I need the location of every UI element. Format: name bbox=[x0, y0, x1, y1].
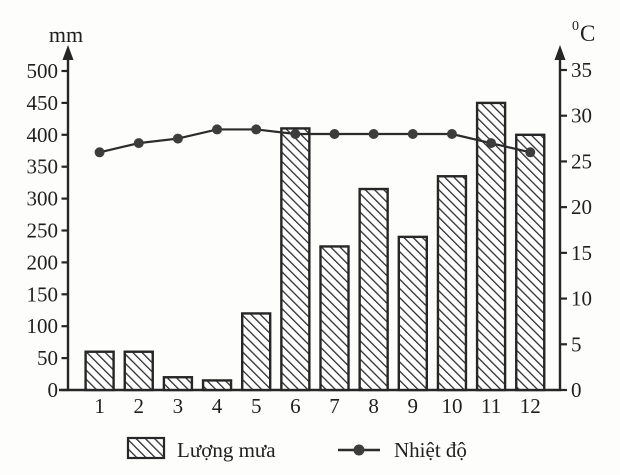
left-tick-label-50: 50 bbox=[37, 346, 58, 370]
temperature-line bbox=[94, 124, 536, 158]
right-tick-label-0: 0 bbox=[571, 378, 582, 402]
left-axis-unit-label: mm bbox=[49, 22, 83, 47]
left-tick-label-0: 0 bbox=[48, 378, 59, 402]
right-axis-unit-label: C bbox=[580, 21, 595, 46]
x-label-month-6: 6 bbox=[290, 394, 301, 418]
right-axis-ticks: 0 5 10 15 20 25 30 35 bbox=[559, 58, 592, 402]
left-tick-label-200: 200 bbox=[27, 250, 59, 274]
month-labels: 1 2 3 4 5 6 7 8 9 10 11 12 bbox=[94, 394, 540, 418]
left-axis-ticks: 0 50 100 150 200 250 300 350 400 450 500 bbox=[27, 59, 69, 402]
temp-point-month-9 bbox=[407, 129, 418, 139]
bar-month-4 bbox=[201, 379, 233, 392]
left-tick-label-500: 500 bbox=[27, 59, 59, 83]
bar-month-7 bbox=[319, 245, 350, 392]
temp-point-month-8 bbox=[368, 129, 379, 139]
x-label-month-8: 8 bbox=[368, 394, 379, 418]
bar-month-2 bbox=[123, 350, 154, 392]
x-label-month-3: 3 bbox=[173, 394, 184, 418]
x-label-month-5: 5 bbox=[251, 394, 262, 418]
left-tick-label-250: 250 bbox=[27, 219, 59, 243]
bar-month-9 bbox=[397, 235, 428, 392]
left-tick-label-100: 100 bbox=[27, 314, 59, 338]
x-label-month-9: 9 bbox=[408, 394, 419, 418]
right-axis-unit-superscript: 0 bbox=[572, 19, 579, 34]
right-tick-label-25: 25 bbox=[571, 149, 592, 173]
x-label-month-2: 2 bbox=[134, 394, 145, 418]
rainfall-bars bbox=[84, 101, 546, 392]
right-tick-label-15: 15 bbox=[571, 241, 592, 265]
temp-point-month-7 bbox=[329, 129, 340, 139]
right-tick-label-35: 35 bbox=[571, 58, 592, 82]
temp-point-month-10 bbox=[446, 129, 457, 139]
bar-month-10 bbox=[436, 175, 468, 392]
right-tick-label-30: 30 bbox=[571, 104, 592, 128]
right-axis-arrow-icon bbox=[554, 45, 566, 60]
right-tick-label-10: 10 bbox=[571, 287, 592, 311]
right-axis bbox=[554, 45, 566, 390]
right-tick-label-20: 20 bbox=[571, 195, 592, 219]
bar-month-6 bbox=[280, 127, 311, 392]
legend-rainfall-swatch-icon bbox=[126, 436, 166, 460]
temp-point-month-3 bbox=[172, 133, 183, 144]
temp-point-month-12 bbox=[525, 147, 536, 158]
left-tick-label-350: 350 bbox=[27, 155, 59, 179]
temperature-polyline bbox=[99, 128, 531, 154]
left-tick-label-400: 400 bbox=[27, 123, 59, 147]
temp-point-month-6 bbox=[290, 129, 301, 139]
left-tick-label-300: 300 bbox=[27, 187, 59, 211]
left-tick-label-450: 450 bbox=[27, 91, 59, 115]
left-tick-label-150: 150 bbox=[27, 282, 59, 306]
left-axis bbox=[62, 45, 74, 390]
bar-month-5 bbox=[240, 312, 272, 392]
legend-temperature-label: Nhiệt độ bbox=[394, 438, 467, 462]
legend-rainfall-label: Lượng mưa bbox=[177, 438, 276, 462]
temp-point-month-2 bbox=[133, 138, 144, 149]
x-label-month-12: 12 bbox=[520, 394, 541, 418]
legend-temperature-dot-icon bbox=[353, 444, 365, 456]
right-tick-label-5: 5 bbox=[571, 332, 582, 356]
temp-point-month-4 bbox=[212, 124, 223, 135]
bar-month-8 bbox=[358, 187, 389, 392]
legend: Lượng mưa Nhiệt độ bbox=[126, 436, 467, 462]
x-label-month-1: 1 bbox=[94, 394, 105, 418]
temp-point-month-1 bbox=[94, 147, 105, 158]
bar-month-3 bbox=[162, 376, 194, 392]
x-label-month-10: 10 bbox=[441, 394, 462, 418]
bar-month-1 bbox=[84, 350, 115, 392]
left-axis-arrow-icon bbox=[62, 45, 74, 60]
x-label-month-11: 11 bbox=[481, 394, 501, 418]
temp-point-month-11 bbox=[486, 138, 497, 149]
bar-month-12 bbox=[515, 133, 546, 392]
x-label-month-7: 7 bbox=[329, 394, 340, 418]
x-label-month-4: 4 bbox=[212, 394, 223, 418]
bar-month-11 bbox=[475, 101, 507, 392]
temp-point-month-5 bbox=[251, 124, 262, 135]
